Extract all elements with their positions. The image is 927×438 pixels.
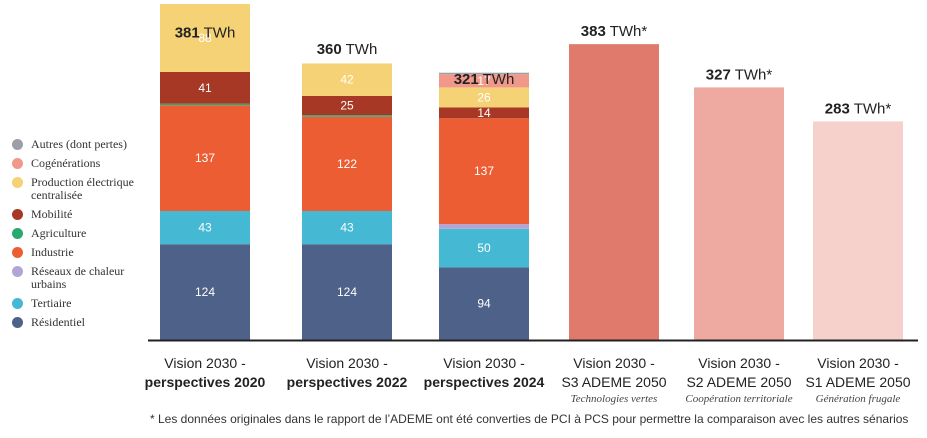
data-label: 41 — [198, 81, 212, 95]
x-tick-sublabel: Coopération territoriale — [685, 393, 792, 405]
data-label: 42 — [340, 73, 354, 87]
bar-segment — [302, 115, 392, 117]
legend-swatch — [12, 177, 23, 188]
bar-segment — [160, 3, 250, 72]
data-label: 94 — [477, 297, 491, 311]
data-label: 50 — [477, 241, 491, 255]
bar-segment — [439, 107, 529, 119]
bar-segment — [302, 63, 392, 96]
bar-segment — [439, 74, 529, 88]
bar-segment — [160, 103, 250, 106]
data-label: 25 — [340, 99, 354, 113]
x-tick-label: Vision 2030 - — [817, 355, 899, 371]
bar-segment — [160, 210, 250, 245]
bar-segment — [160, 71, 250, 104]
legend-label: Production électrique centralisée — [31, 175, 134, 202]
legend-swatch — [12, 158, 23, 169]
x-tick-label: S1 ADEME 2050 — [805, 374, 910, 390]
legend-swatch — [12, 209, 23, 220]
x-tick-label: Vision 2030 - — [443, 355, 525, 371]
scenario-bar — [813, 121, 903, 340]
legend-item: Réseaux de chaleur urbains — [12, 265, 162, 297]
x-tick-sublabel: Génération frugale — [816, 393, 901, 405]
bar-segment — [439, 267, 529, 340]
data-label: 88 — [198, 31, 212, 45]
data-label: 124 — [195, 285, 215, 299]
footnote: * Les données originales dans le rapport… — [150, 412, 909, 426]
x-tick-label: S3 ADEME 2050 — [561, 374, 666, 390]
legend-swatch — [12, 266, 23, 277]
bar-segment — [439, 72, 529, 75]
scenario-bar — [694, 87, 784, 340]
legend-item: Mobilité — [12, 208, 162, 227]
data-label: 43 — [340, 221, 354, 235]
legend-item: Agriculture — [12, 227, 162, 246]
data-label: 137 — [195, 151, 215, 165]
x-tick-label: Vision 2030 - — [164, 355, 246, 371]
data-label: 43 — [198, 221, 212, 235]
legend-label: Tertiaire — [31, 296, 72, 310]
scenario-bar — [569, 44, 659, 340]
data-label: 137 — [474, 164, 494, 178]
bar-segment — [302, 95, 392, 116]
data-label: 124 — [337, 285, 357, 299]
x-tick-label: perspectives 2022 — [287, 374, 408, 390]
data-label: 17 — [477, 74, 491, 88]
legend-item: Tertiaire — [12, 297, 162, 316]
x-tick-label: S2 ADEME 2050 — [686, 374, 791, 390]
legend-item: Cogénérations — [12, 157, 162, 176]
legend-label: Cogénérations — [31, 156, 101, 170]
data-label: 26 — [477, 90, 491, 104]
legend-label: Industrie — [31, 245, 74, 259]
x-tick-label: Vision 2030 - — [573, 355, 655, 371]
bar-segment — [439, 228, 529, 268]
legend-swatch — [12, 298, 23, 309]
x-tick-label: Vision 2030 - — [306, 355, 388, 371]
x-tick-label: perspectives 2024 — [424, 374, 545, 390]
legend-label: Mobilité — [31, 207, 73, 221]
bar-segment — [160, 105, 250, 211]
legend-item: Autres (dont pertes) — [12, 138, 162, 157]
total-label: 283 TWh* — [825, 100, 892, 117]
legend-label: Résidentiel — [31, 315, 85, 329]
bar-segment — [439, 87, 529, 108]
bar-segment — [160, 244, 250, 340]
bar-segment — [439, 118, 529, 225]
legend-label: Autres (dont pertes) — [31, 137, 127, 151]
bar-segment — [302, 116, 392, 211]
bar-segment — [439, 224, 529, 229]
total-label: 381 TWh — [175, 25, 236, 42]
data-label: 14 — [477, 106, 491, 120]
x-tick-label: Vision 2030 - — [698, 355, 780, 371]
legend-swatch — [12, 139, 23, 150]
legend-item: Résidentiel — [12, 316, 162, 335]
total-label: 383 TWh* — [581, 23, 648, 40]
legend-label: Réseaux de chaleur urbains — [31, 264, 125, 291]
x-tick-label: perspectives 2020 — [145, 374, 266, 390]
total-label: 327 TWh* — [706, 66, 773, 83]
bar-segment — [302, 244, 392, 340]
legend-item: Industrie — [12, 246, 162, 265]
total-label: 321 TWh — [454, 71, 515, 88]
total-label: 360 TWh — [317, 41, 378, 58]
legend-swatch — [12, 317, 23, 328]
legend-swatch — [12, 228, 23, 239]
chart-legend: Autres (dont pertes) Cogénérations Produ… — [12, 138, 162, 335]
bar-segment — [302, 210, 392, 245]
legend-swatch — [12, 247, 23, 258]
legend-label: Agriculture — [31, 226, 87, 240]
data-label: 122 — [337, 157, 357, 171]
x-tick-sublabel: Technologies vertes — [571, 393, 658, 405]
legend-item: Production électrique centralisée — [12, 176, 162, 208]
